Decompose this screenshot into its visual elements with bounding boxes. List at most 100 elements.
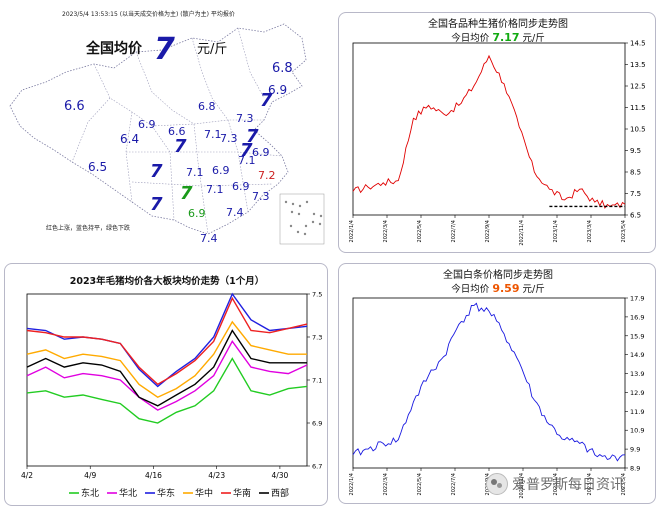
- hog-price-line: [352, 54, 626, 209]
- province-border: [93, 63, 153, 127]
- hog-price-chart-panel: 全国各品种生猪价格同步走势图 今日均价 7.17 元/斤 14.5 13.5 12.5 1…: [338, 12, 656, 253]
- province-border: [135, 51, 195, 125]
- legend-entry: 华东: [157, 487, 175, 499]
- island-dot: [297, 212, 301, 216]
- province-border: [151, 119, 264, 127]
- plot-frame: [352, 297, 626, 469]
- x-tick-label: 2022/9/4: [485, 220, 491, 242]
- province-price-label: 7: [180, 183, 193, 204]
- y-tick-label: 9.5: [630, 147, 641, 155]
- province-price-label: 7.2: [258, 169, 276, 182]
- x-tick-label: 2022/3/4: [383, 220, 389, 242]
- region-series-line: [26, 320, 307, 399]
- x-tick-label: 4/9: [84, 471, 96, 480]
- y-tick-label: 13.9: [630, 370, 644, 378]
- province-price-label: 6.9: [138, 118, 156, 131]
- province-border: [237, 27, 265, 99]
- x-tick-label: 2022/5/4: [417, 473, 423, 495]
- province-price-label: 7: [150, 161, 163, 182]
- x-tick-label: 2023/1/4: [553, 220, 559, 242]
- y-tick-label: 8.5: [630, 169, 641, 177]
- x-tick-label: 2022/3/4: [383, 473, 389, 495]
- province-price-label: 6.6: [168, 125, 186, 138]
- region-series-line: [26, 329, 307, 407]
- y-tick-label: 7.3: [312, 334, 322, 342]
- y-tick-label: 11.5: [630, 104, 646, 112]
- island-dot: [303, 232, 307, 236]
- regional-price-chart-panel: 2023年毛猪均价各大板块均价走势（1个月） 7.5 7.3 7.1 6.9 6.7 4/2…: [4, 263, 328, 506]
- province-price-label: 7.1: [206, 183, 224, 196]
- y-tick-label: 6.9: [312, 420, 322, 428]
- region-series-line: [26, 357, 308, 424]
- y-tick-label: 12.9: [630, 389, 644, 397]
- x-tick-label: 2023/3/4: [587, 220, 593, 242]
- x-tick-label: 2022/7/4: [451, 473, 457, 495]
- islands-inset: [279, 193, 325, 245]
- x-tick-label: 2022/5/4: [417, 220, 423, 242]
- province-border: [126, 151, 283, 157]
- y-tick-label: 10.5: [630, 126, 646, 134]
- province-price-label: 6.4: [120, 132, 139, 146]
- y-tick-label: 12.5: [630, 83, 646, 91]
- x-tick-label: 2023/3/4: [587, 473, 593, 495]
- island-dot: [318, 222, 322, 226]
- carcass-price-chart-panel: 全国白条价格同步走势图 今日均价 9.59 元/斤 17.9 16.9 15.9 14.9…: [338, 263, 656, 504]
- x-tick-label: 2023/5/4: [621, 220, 627, 242]
- province-border: [71, 97, 111, 163]
- province-border: [131, 181, 273, 187]
- province-price-label: 6.9: [212, 164, 230, 177]
- island-dot: [305, 200, 309, 204]
- x-tick-label: 2022/1/4: [349, 473, 355, 495]
- plot-frame: [26, 293, 308, 467]
- island-dot: [319, 214, 323, 218]
- province-price-label: 7: [246, 126, 259, 147]
- plot-frame: [352, 42, 626, 216]
- avg-price-value: 7: [154, 32, 175, 67]
- y-tick-label: 14.5: [630, 40, 646, 48]
- province-price-label: 6.9: [268, 83, 287, 97]
- island-dot: [298, 204, 302, 208]
- province-border: [193, 123, 209, 235]
- watermark-text: 爱普罗斯每日资讯: [512, 477, 624, 493]
- watermark: 爱普罗斯每日资讯: [486, 472, 662, 496]
- province-price-label: 6.9: [232, 180, 250, 193]
- legend-entry: 华中: [195, 487, 213, 499]
- y-tick-label: 6.5: [630, 212, 641, 220]
- legend-entry: 华北: [119, 487, 137, 499]
- province-price-label: 7.4: [200, 232, 218, 245]
- y-tick-label: 10.9: [630, 427, 644, 435]
- chart-title: 全国各品种生猪价格同步走势图: [428, 17, 568, 30]
- y-tick-label: 7.5: [630, 190, 641, 198]
- province-price-label: 7.1: [186, 166, 204, 179]
- chart-title: 2023年毛猪均价各大板块均价走势（1个月）: [70, 275, 265, 287]
- region-series-line: [26, 292, 308, 388]
- x-tick-label: 4/16: [145, 471, 162, 480]
- province-price-label: 7: [174, 136, 187, 157]
- province-price-label: 6.5: [88, 160, 107, 174]
- province-price-label: 6.9: [188, 207, 206, 220]
- province-price-label: 6.8: [272, 61, 293, 76]
- avg-price-unit: 元/斤: [197, 42, 227, 57]
- map-legend-note: 红色上涨，蓝色持平，绿色下跌: [46, 224, 130, 232]
- regional-price-chart: 2023年毛猪均价各大板块均价走势（1个月） 7.5 7.3 7.1 6.9 6.7 4/2…: [21, 275, 322, 499]
- island-dot: [284, 200, 288, 204]
- region-series-line: [26, 296, 308, 386]
- province-price-label: 7: [240, 140, 253, 161]
- y-tick-label: 14.9: [630, 351, 644, 359]
- province-price-label: 7.4: [226, 206, 244, 219]
- y-tick-label: 6.7: [312, 463, 322, 471]
- province-price-label: 6.8: [198, 100, 216, 113]
- y-tick-label: 11.9: [630, 408, 644, 416]
- island-dot: [304, 224, 308, 228]
- chart-title: 全国白条价格同步走势图: [443, 268, 553, 281]
- y-tick-label: 7.5: [312, 291, 322, 299]
- legend-entry: 东北: [81, 487, 99, 499]
- province-price-label: 7.3: [220, 132, 238, 145]
- y-tick-label: 16.9: [630, 313, 644, 321]
- china-map: 2023/5/4 13:53:15 (以当天成交价格为主) (散户为主) 平均报…: [9, 10, 325, 245]
- province-price-label: 7.3: [252, 190, 270, 203]
- y-tick-label: 15.9: [630, 332, 644, 340]
- province-price-label: 7.1: [238, 154, 256, 167]
